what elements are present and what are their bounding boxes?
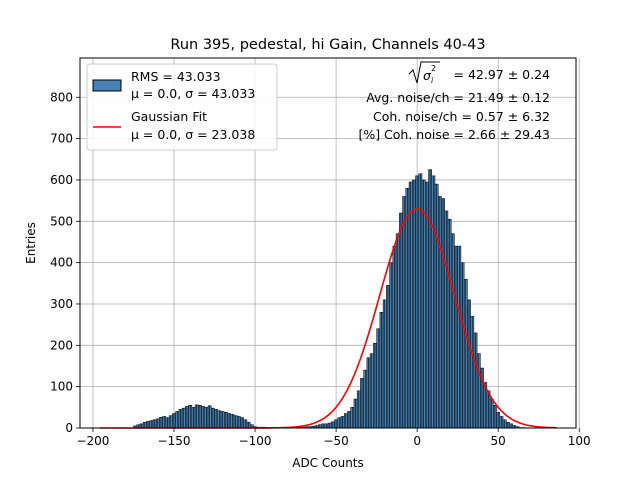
y-tick-label: 300 <box>50 297 73 311</box>
x-tick-label: 50 <box>491 434 506 448</box>
x-tick-label: −150 <box>158 434 191 448</box>
x-tick-label: −50 <box>323 434 348 448</box>
legend: RMS = 43.033 μ = 0.0, σ = 43.033 Gaussia… <box>87 64 277 150</box>
y-tick-label: 200 <box>50 338 73 352</box>
y-axis-label: Entries <box>24 222 38 264</box>
x-tick-label: 100 <box>568 434 591 448</box>
y-tick-label: 500 <box>50 214 73 228</box>
x-tick-label: −200 <box>76 434 109 448</box>
x-axis-label: ADC Counts <box>292 456 364 470</box>
coh-noise-percent-annotation: [%] Coh. noise = 2.66 ± 29.43 <box>358 127 550 142</box>
y-tick-label: 600 <box>50 173 73 187</box>
y-tick-label: 100 <box>50 380 73 394</box>
coh-noise-annotation: Coh. noise/ch = 0.57 ± 6.32 <box>373 109 550 124</box>
x-tick-label: −100 <box>239 434 272 448</box>
y-tick-label: 0 <box>65 421 73 435</box>
y-tick-label: 700 <box>50 132 73 146</box>
sigma-superscript: 2 <box>431 64 436 73</box>
y-tick-label: 400 <box>50 256 73 270</box>
legend-histogram-label: RMS = 43.033 <box>131 69 221 84</box>
legend-fit-params: μ = 0.0, σ = 23.038 <box>131 127 255 142</box>
x-tick-label: 0 <box>413 434 421 448</box>
legend-fit-label: Gaussian Fit <box>131 109 207 124</box>
chart-title: Run 395, pedestal, hi Gain, Channels 40-… <box>170 37 485 53</box>
sigma-sum-annotation: = 42.97 ± 0.24 <box>454 67 551 82</box>
avg-noise-annotation: Avg. noise/ch = 21.49 ± 0.12 <box>366 90 550 105</box>
y-tick-label: 800 <box>50 90 73 104</box>
legend-histogram-params: μ = 0.0, σ = 43.033 <box>131 86 255 101</box>
legend-histogram-swatch <box>93 80 121 91</box>
